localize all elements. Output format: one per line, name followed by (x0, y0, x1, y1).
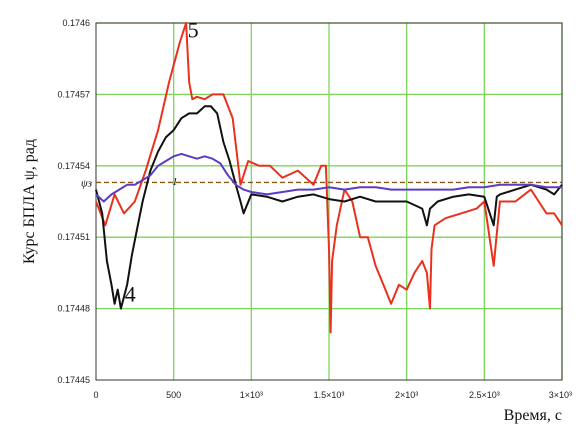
reference-label: ψз (81, 177, 92, 189)
y-tick-label: 0.17445 (57, 375, 90, 385)
x-axis-label: Время, с (504, 407, 562, 424)
series-line-3 (95, 152, 562, 203)
x-tick-label: 3×10³ (549, 390, 572, 400)
x-tick-label: 1.5×10³ (314, 390, 345, 400)
y-tick-label: 0.17448 (57, 304, 90, 314)
curve-annotation: 1 (172, 176, 178, 188)
curve-annotation: 4 (125, 281, 136, 306)
x-tick-label: 2.5×10³ (469, 390, 500, 400)
series-line-2 (95, 105, 563, 310)
x-tick-label: 1×10³ (240, 390, 263, 400)
y-tick-label: 0.17454 (57, 161, 90, 171)
x-tick-label: 0 (93, 390, 98, 400)
x-tick-label: 2×10³ (395, 390, 418, 400)
y-axis-label: Курс БПЛА ψ, рад (21, 139, 38, 264)
series-line-1 (95, 22, 563, 334)
curve-annotation: 5 (188, 17, 199, 42)
y-tick-label: 0.1746 (62, 18, 90, 28)
y-tick-label: 0.17457 (57, 89, 90, 99)
y-tick-label: 0.17451 (57, 232, 90, 242)
x-tick-label: 500 (166, 390, 181, 400)
